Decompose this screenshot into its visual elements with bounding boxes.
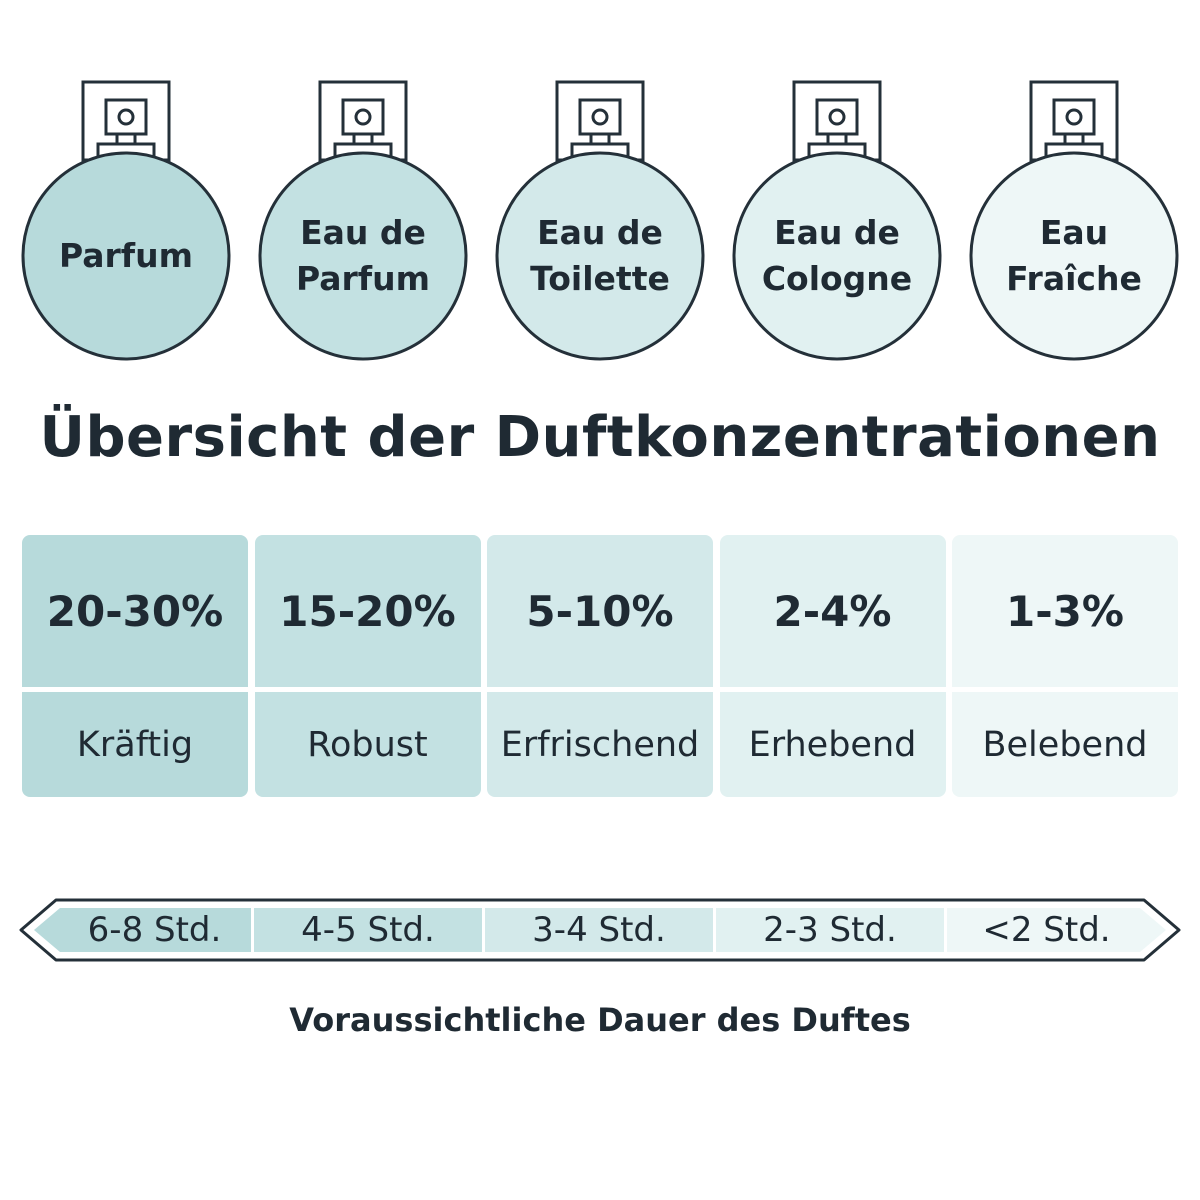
perfume-bottle-icon <box>21 80 231 361</box>
bottle-label: Parfum <box>58 236 194 275</box>
bottles-row: Parfum Eau de Parfum Eau de Toilette Eau de… <box>0 0 1200 361</box>
duration-caption: Voraussichtliche Dauer des Duftes <box>289 1001 911 1039</box>
concentration-percent: 1-3% <box>952 535 1178 687</box>
bottle-1: Eau de Parfum <box>253 78 473 361</box>
duration-segment <box>254 908 482 952</box>
duration-segment <box>716 908 944 952</box>
bottle-label: Eau de Toilette <box>530 213 670 298</box>
duration-label: 4-5 Std. <box>301 910 435 950</box>
duration-label: 3-4 Std. <box>532 910 666 950</box>
duration-label: <2 Std. <box>982 910 1111 950</box>
duration-segment <box>34 908 251 952</box>
duration-scale: 6-8 Std. 4-5 Std. 3-4 Std. 2-3 Std. <2 Std. <box>18 896 1182 964</box>
bottle-label: Eau Fraîche <box>1006 213 1142 298</box>
duration-arrow <box>19 898 1181 962</box>
concentration-table: 20-30% Kräftig 15-20% Robust 5-10% Erfrischen… <box>22 535 1178 797</box>
perfume-bottle-icon <box>258 80 468 361</box>
duration-segment <box>947 908 1166 952</box>
concentration-character: Robust <box>254 692 481 797</box>
duration-label: 2-3 Std. <box>763 910 897 950</box>
duration-segment <box>485 908 713 952</box>
perfume-bottle-icon <box>969 80 1179 361</box>
bottle-label: Eau de Parfum <box>295 213 431 298</box>
concentration-percent: 2-4% <box>719 535 946 687</box>
bottle-label: Eau de Cologne <box>761 213 913 298</box>
bottle-4: Eau Fraîche <box>964 78 1184 361</box>
perfume-bottle-icon <box>732 80 942 361</box>
page-title: Übersicht der Duftkonzentrationen <box>39 405 1161 470</box>
perfume-bottle-icon <box>495 80 705 361</box>
bottle-2: Eau de Toilette <box>490 78 710 361</box>
bottle-0: Parfum <box>16 78 236 361</box>
concentration-character: Belebend <box>952 692 1178 797</box>
concentration-percent: 20-30% <box>22 535 248 687</box>
concentration-character: Erhebend <box>719 692 946 797</box>
bottle-3: Eau de Cologne <box>727 78 947 361</box>
duration-label: 6-8 Std. <box>87 910 222 950</box>
concentration-percent: 5-10% <box>487 535 713 687</box>
concentration-character: Erfrischend <box>487 692 713 797</box>
concentration-percent: 15-20% <box>254 535 481 687</box>
concentration-character: Kräftig <box>22 692 248 797</box>
